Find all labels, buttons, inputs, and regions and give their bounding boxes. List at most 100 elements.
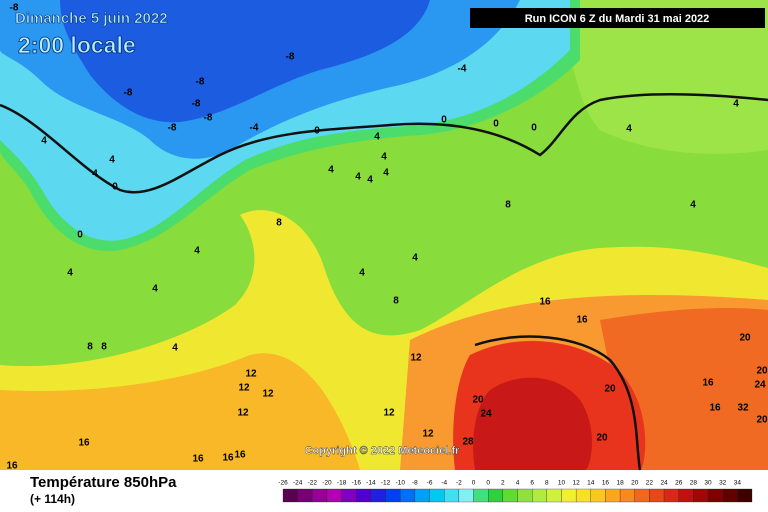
- contour-label: 24: [754, 380, 766, 391]
- contour-label: 4: [626, 124, 632, 135]
- scale-swatch: [590, 488, 606, 503]
- contour-label: 0: [112, 182, 118, 193]
- contour-label: 24: [480, 409, 492, 420]
- scale-swatch: [400, 488, 416, 503]
- contour-label: 4: [374, 132, 380, 143]
- scale-swatch: [693, 488, 709, 503]
- contour-label: 0: [314, 126, 320, 137]
- scale-label: 12: [573, 480, 581, 487]
- field-darkred: [473, 377, 592, 470]
- contour-label: 12: [383, 408, 395, 419]
- contour-label: 4: [359, 268, 365, 279]
- scale-swatch: [619, 488, 635, 503]
- scale-swatch: [458, 488, 474, 503]
- scale-swatch: [517, 488, 533, 503]
- contour-label: 8: [393, 296, 399, 307]
- run-info: Run ICON 6 Z du Mardi 31 mai 2022: [525, 13, 710, 25]
- isotherm-twenty: [474, 335, 642, 471]
- scale-label: 6: [530, 480, 534, 487]
- scale-label: 20: [631, 480, 639, 487]
- scale-label: 30: [704, 480, 712, 487]
- contour-label: 0: [493, 119, 499, 130]
- contour-label: 4: [412, 253, 418, 264]
- scale-label: -22: [308, 480, 318, 487]
- lead-time: (+ 114h): [30, 492, 75, 506]
- contour-label: 20: [756, 415, 768, 426]
- contour-label: 4: [381, 152, 387, 163]
- contour-label: 32: [737, 403, 749, 414]
- scale-label: 2: [501, 480, 505, 487]
- contour-label: 20: [472, 395, 484, 406]
- scale-swatch: [634, 488, 650, 503]
- contour-label: 4: [367, 175, 373, 186]
- scale-label: -4: [441, 480, 447, 487]
- scale-label: 22: [646, 480, 654, 487]
- scale-swatch: [678, 488, 694, 503]
- scale-swatch: [414, 488, 430, 503]
- contour-label: 8: [276, 218, 282, 229]
- scale-label: -8: [412, 480, 418, 487]
- scale-label: 32: [719, 480, 727, 487]
- scale-label: -6: [427, 480, 433, 487]
- contour-label: 20: [596, 433, 608, 444]
- scale-swatch: [385, 488, 401, 503]
- scale-swatch: [502, 488, 518, 503]
- contour-label: 4: [172, 343, 178, 354]
- scale-label: 10: [558, 480, 566, 487]
- contour-label: 4: [41, 136, 47, 147]
- scale-label: -2: [456, 480, 462, 487]
- scale-label: -20: [322, 480, 332, 487]
- contour-label: -8: [196, 77, 205, 88]
- contour-label: 20: [604, 384, 616, 395]
- scale-label: 34: [734, 480, 742, 487]
- scale-label: 28: [690, 480, 698, 487]
- contour-label: 16: [576, 315, 588, 326]
- contour-label: -8: [192, 99, 201, 110]
- contour-label: 4: [152, 284, 158, 295]
- contour-label: 4: [690, 200, 696, 211]
- scale-swatch: [707, 488, 723, 503]
- contour-label: 12: [262, 389, 274, 400]
- contour-label: -8: [204, 113, 213, 124]
- scale-swatch: [429, 488, 445, 503]
- copyright: Copyright © 2022 Meteociel.fr: [305, 445, 461, 457]
- contour-label: 12: [410, 353, 422, 364]
- contour-label: -8: [124, 88, 133, 99]
- contour-label: 12: [422, 429, 434, 440]
- scale-label: 18: [616, 480, 624, 487]
- scale-swatch: [356, 488, 372, 503]
- scale-swatch: [663, 488, 679, 503]
- scale-swatch: [297, 488, 313, 503]
- contour-label: 16: [78, 438, 90, 449]
- contour-label: 12: [245, 369, 257, 380]
- scale-label: 0: [472, 480, 476, 487]
- field-orange-west: [0, 353, 360, 470]
- scale-swatch: [370, 488, 386, 503]
- scale-label: 0: [486, 480, 490, 487]
- run-box: [470, 8, 765, 28]
- scale-label: 8: [545, 480, 549, 487]
- color-scale: -26 -24 -22 -20 -18 -16 -14 -12 -10 -8 -6 -4 -2 0 0 2 4 6…: [278, 480, 753, 503]
- scale-swatch: [312, 488, 328, 503]
- contour-label: 20: [756, 366, 768, 377]
- contour-label: 4: [355, 172, 361, 183]
- contour-label: 12: [238, 383, 250, 394]
- scale-label: -10: [396, 480, 406, 487]
- contour-label: 16: [192, 454, 204, 465]
- contour-label: 16: [222, 453, 234, 464]
- contour-label: 28: [462, 437, 474, 448]
- contour-label: -4: [250, 123, 259, 134]
- legend-title: Température 850hPa: [30, 474, 177, 491]
- scale-swatch: [722, 488, 738, 503]
- scale-swatch: [605, 488, 621, 503]
- legend: Température 850hPa (+ 114h) -26 -24 -22 -20…: [30, 474, 753, 506]
- contour-label: 8: [505, 200, 511, 211]
- scale-label: 14: [587, 480, 595, 487]
- contour-label: 12: [237, 408, 249, 419]
- scale-label: 24: [660, 480, 668, 487]
- scale-label: -18: [337, 480, 347, 487]
- scale-swatch: [341, 488, 357, 503]
- scale-swatch: [282, 488, 298, 503]
- contour-label: 0: [531, 123, 537, 134]
